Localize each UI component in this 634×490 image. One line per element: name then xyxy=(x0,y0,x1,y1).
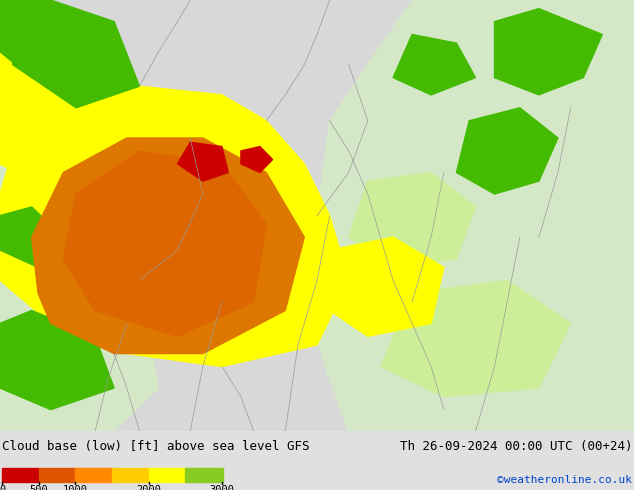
Polygon shape xyxy=(0,86,349,367)
Text: 3000: 3000 xyxy=(209,485,235,490)
Polygon shape xyxy=(304,0,634,431)
Polygon shape xyxy=(178,142,228,181)
Polygon shape xyxy=(393,34,476,95)
Polygon shape xyxy=(13,0,139,108)
Text: ©weatheronline.co.uk: ©weatheronline.co.uk xyxy=(497,475,632,485)
Polygon shape xyxy=(380,280,571,397)
Text: 1000: 1000 xyxy=(63,485,88,490)
Bar xyxy=(2,468,40,482)
Bar xyxy=(39,468,76,482)
Bar xyxy=(112,468,150,482)
Polygon shape xyxy=(349,172,476,268)
Text: Th 26-09-2024 00:00 UTC (00+24): Th 26-09-2024 00:00 UTC (00+24) xyxy=(399,440,632,453)
Polygon shape xyxy=(456,108,558,194)
Polygon shape xyxy=(63,151,266,336)
Polygon shape xyxy=(241,147,273,172)
Polygon shape xyxy=(0,43,95,181)
Text: 500: 500 xyxy=(29,485,48,490)
Polygon shape xyxy=(0,207,63,268)
Polygon shape xyxy=(32,138,304,354)
Polygon shape xyxy=(495,9,602,95)
Polygon shape xyxy=(317,237,444,336)
Polygon shape xyxy=(0,151,158,431)
Bar xyxy=(75,468,113,482)
Text: Cloud base (low) [ft] above sea level GFS: Cloud base (low) [ft] above sea level GF… xyxy=(2,440,309,453)
Polygon shape xyxy=(0,0,76,77)
Bar xyxy=(148,468,186,482)
Text: 0: 0 xyxy=(0,485,5,490)
Bar xyxy=(185,468,223,482)
Polygon shape xyxy=(0,311,114,410)
Text: 2000: 2000 xyxy=(136,485,161,490)
